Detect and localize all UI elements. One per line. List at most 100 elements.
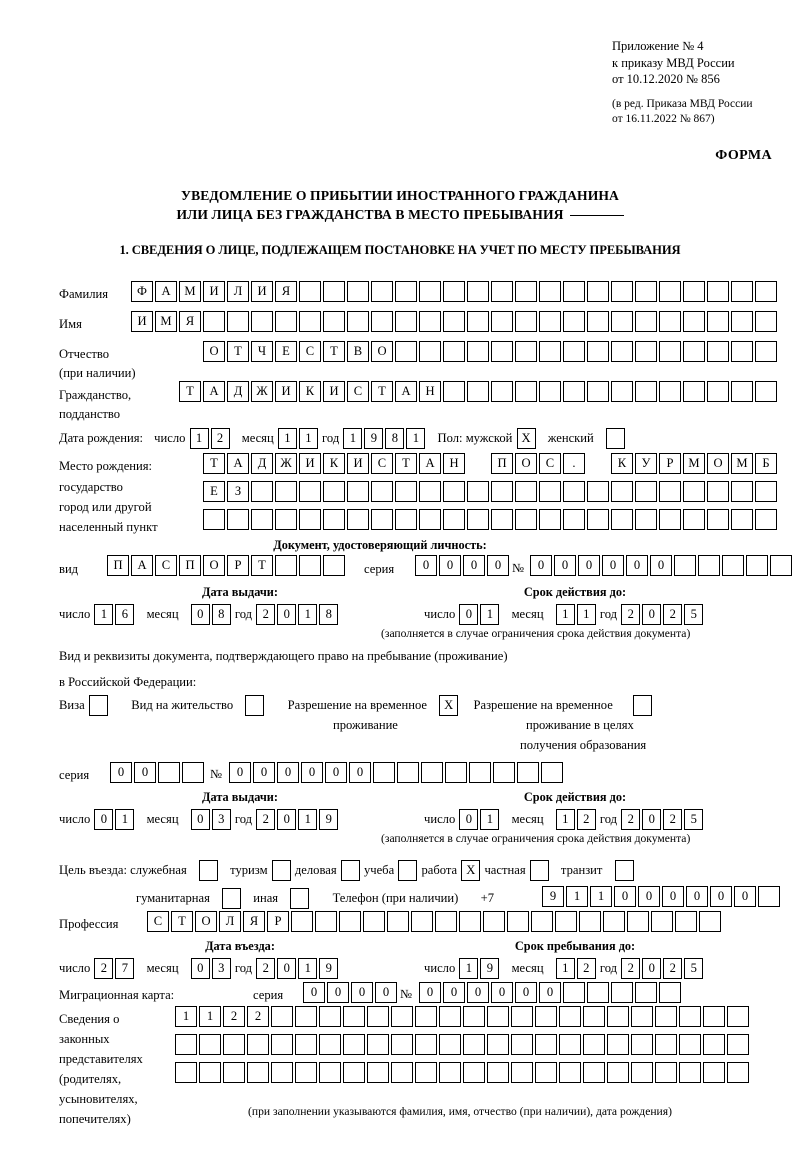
permit-valid-day-2[interactable]: 1 (480, 808, 500, 830)
stay-year-2[interactable]: 0 (642, 957, 662, 979)
char-cell[interactable] (491, 381, 513, 402)
char-cell[interactable]: С (147, 911, 169, 932)
char-cell[interactable]: Т (179, 381, 201, 402)
char-cell[interactable] (707, 311, 729, 332)
char-cell[interactable]: 0 (253, 762, 275, 783)
char-cell[interactable] (611, 311, 633, 332)
char-cell[interactable]: 0 (554, 555, 576, 576)
char-cell[interactable] (443, 341, 465, 362)
char-cell[interactable]: З (227, 481, 249, 502)
char-cell[interactable]: 0 (303, 982, 325, 1003)
char-cell[interactable] (491, 311, 513, 332)
char-cell[interactable] (419, 481, 441, 502)
char-cell[interactable] (223, 1034, 245, 1055)
char-cell[interactable] (467, 453, 489, 474)
char-cell[interactable] (251, 481, 273, 502)
char-cell[interactable]: Т (251, 555, 273, 576)
char-cell[interactable] (703, 1006, 725, 1027)
char-cell[interactable] (635, 341, 657, 362)
residence-permit-checkbox[interactable] (245, 694, 265, 716)
char-cell[interactable] (707, 341, 729, 362)
char-cell[interactable] (563, 381, 585, 402)
char-cell[interactable] (371, 311, 393, 332)
stay-month-2[interactable]: 2 (576, 957, 596, 979)
purpose-work-checkbox[interactable]: X (461, 859, 481, 881)
char-cell[interactable]: 0 (325, 762, 347, 783)
char-cell[interactable] (227, 311, 249, 332)
char-cell[interactable]: И (299, 453, 321, 474)
char-cell[interactable] (635, 481, 657, 502)
char-cell[interactable]: 0 (349, 762, 371, 783)
char-cell[interactable] (515, 311, 537, 332)
char-cell[interactable] (467, 281, 489, 302)
permit-issue-month-1[interactable]: 0 (190, 808, 210, 830)
char-cell[interactable]: Р (227, 555, 249, 576)
char-cell[interactable] (467, 509, 489, 530)
char-cell[interactable]: Ж (275, 453, 297, 474)
char-cell[interactable]: 0 (530, 555, 552, 576)
char-cell[interactable] (175, 1062, 197, 1083)
char-cell[interactable]: О (203, 341, 225, 362)
char-cell[interactable] (631, 1062, 653, 1083)
char-cell[interactable] (247, 1062, 269, 1083)
char-cell[interactable] (587, 311, 609, 332)
char-cell[interactable] (415, 1062, 437, 1083)
char-cell[interactable] (395, 509, 417, 530)
doc-valid-month-2[interactable]: 1 (576, 603, 596, 625)
char-cell[interactable] (587, 982, 609, 1003)
char-cell[interactable] (467, 381, 489, 402)
char-cell[interactable] (395, 341, 417, 362)
char-cell[interactable] (511, 1062, 533, 1083)
char-cell[interactable] (395, 311, 417, 332)
char-cell[interactable] (635, 982, 657, 1003)
char-cell[interactable]: К (323, 453, 345, 474)
char-cell[interactable] (439, 1006, 461, 1027)
char-cell[interactable] (483, 911, 505, 932)
char-cell[interactable] (203, 311, 225, 332)
char-cell[interactable]: 0 (662, 886, 684, 907)
char-cell[interactable]: О (195, 911, 217, 932)
char-cell[interactable] (435, 911, 457, 932)
char-cell[interactable]: И (251, 281, 273, 302)
char-cell[interactable] (319, 1006, 341, 1027)
visa-checkbox[interactable] (88, 694, 108, 716)
birth-day-1[interactable]: 1 (189, 427, 209, 449)
char-cell[interactable] (611, 481, 633, 502)
char-cell[interactable] (770, 555, 792, 576)
doc-issue-month-2[interactable]: 8 (211, 603, 231, 625)
char-cell[interactable] (347, 281, 369, 302)
char-cell[interactable] (443, 281, 465, 302)
permit-valid-month-1[interactable]: 1 (555, 808, 575, 830)
char-cell[interactable]: 0 (439, 555, 461, 576)
char-cell[interactable]: 0 (110, 762, 132, 783)
char-cell[interactable]: 0 (277, 762, 299, 783)
char-cell[interactable] (679, 1062, 701, 1083)
char-cell[interactable] (299, 311, 321, 332)
char-cell[interactable]: 1 (590, 886, 612, 907)
char-cell[interactable] (539, 381, 561, 402)
sex-female-checkbox[interactable] (605, 427, 625, 449)
char-cell[interactable]: О (371, 341, 393, 362)
char-cell[interactable] (559, 1006, 581, 1027)
char-cell[interactable]: И (323, 381, 345, 402)
char-cell[interactable] (611, 281, 633, 302)
char-cell[interactable]: Ч (251, 341, 273, 362)
char-cell[interactable]: Д (227, 381, 249, 402)
char-cell[interactable]: Я (243, 911, 265, 932)
permit-valid-year-3[interactable]: 2 (663, 808, 683, 830)
char-cell[interactable] (611, 982, 633, 1003)
char-cell[interactable]: 0 (686, 886, 708, 907)
char-cell[interactable] (421, 762, 443, 783)
char-cell[interactable] (271, 1062, 293, 1083)
char-cell[interactable] (651, 911, 673, 932)
char-cell[interactable] (607, 1062, 629, 1083)
